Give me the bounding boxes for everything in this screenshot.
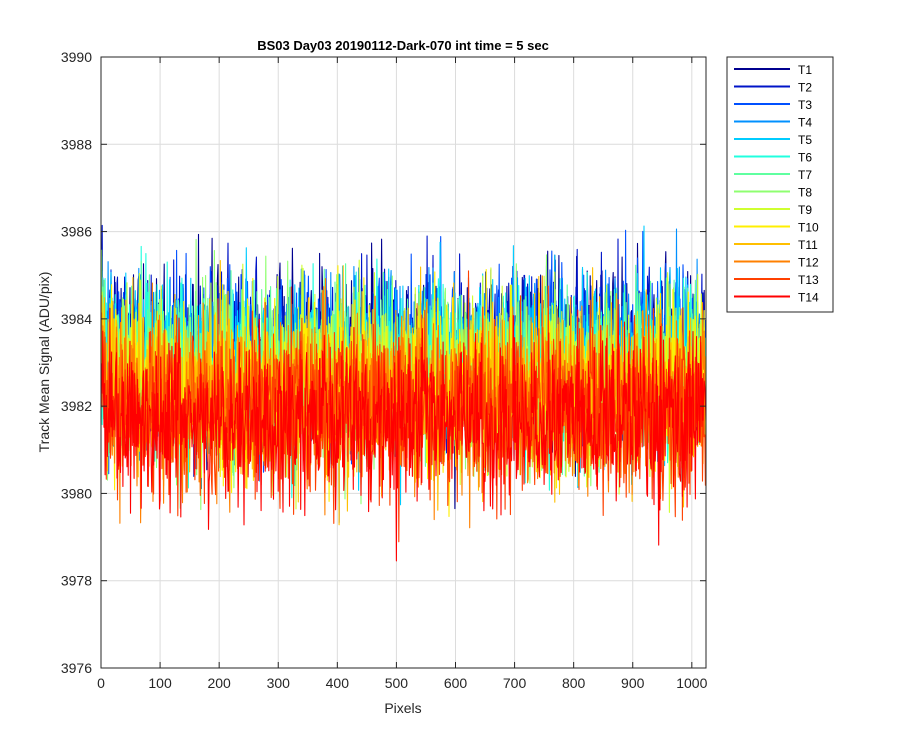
x-tick-label: 600 xyxy=(444,675,468,691)
x-tick-label: 300 xyxy=(267,675,291,691)
y-tick-label: 3980 xyxy=(61,485,92,501)
legend-label-T4: T4 xyxy=(798,116,812,130)
legend-label-T10: T10 xyxy=(798,221,819,235)
legend-label-T6: T6 xyxy=(798,151,812,165)
legend-label-T7: T7 xyxy=(798,168,812,182)
chart-title: BS03 Day03 20190112-Dark-070 int time = … xyxy=(257,38,549,53)
legend-label-T13: T13 xyxy=(798,273,819,287)
y-tick-label: 3990 xyxy=(61,49,92,65)
legend-label-T3: T3 xyxy=(798,98,812,112)
axes: 0 100 200 300 400 500 600 700 800 900 1000 3976 3978… xyxy=(61,49,708,691)
y-tick-label: 3978 xyxy=(61,573,92,589)
x-tick-label: 500 xyxy=(385,675,409,691)
y-axis-label: Track Mean Signal (ADU/pix) xyxy=(36,272,52,453)
y-tick-label: 3986 xyxy=(61,224,92,240)
x-tick-label: 200 xyxy=(207,675,231,691)
x-tick-label: 800 xyxy=(562,675,586,691)
y-tick-label: 3988 xyxy=(61,136,92,152)
x-tick-label: 1000 xyxy=(676,675,707,691)
legend: T1 T2 T3 T4 T5 T6 T7 T8 T9 T10 T11 T12 T13 T14 xyxy=(726,56,834,313)
x-tick-label: 700 xyxy=(503,675,527,691)
x-tick-label: 900 xyxy=(621,675,645,691)
x-axis-label: Pixels xyxy=(384,700,421,716)
y-tick-label: 3984 xyxy=(61,311,92,327)
legend-label-T12: T12 xyxy=(798,256,819,270)
x-tick-label: 400 xyxy=(326,675,350,691)
legend-label-T9: T9 xyxy=(798,203,812,217)
plot-area xyxy=(101,224,706,562)
legend-label-T1: T1 xyxy=(798,63,812,77)
x-tick-label: 100 xyxy=(148,675,172,691)
y-tick-label: 3976 xyxy=(61,660,92,676)
legend-label-T2: T2 xyxy=(798,81,812,95)
series-line-T14 xyxy=(101,299,706,562)
legend-label-T14: T14 xyxy=(798,291,819,305)
legend-box xyxy=(726,56,834,313)
legend-label-T11: T11 xyxy=(798,238,818,252)
y-tick-label: 3982 xyxy=(61,398,92,414)
legend-label-T8: T8 xyxy=(798,186,812,200)
series-group xyxy=(101,224,706,562)
x-tick-label: 0 xyxy=(97,675,105,691)
legend-label-T5: T5 xyxy=(798,133,812,147)
axes-box xyxy=(100,56,707,669)
